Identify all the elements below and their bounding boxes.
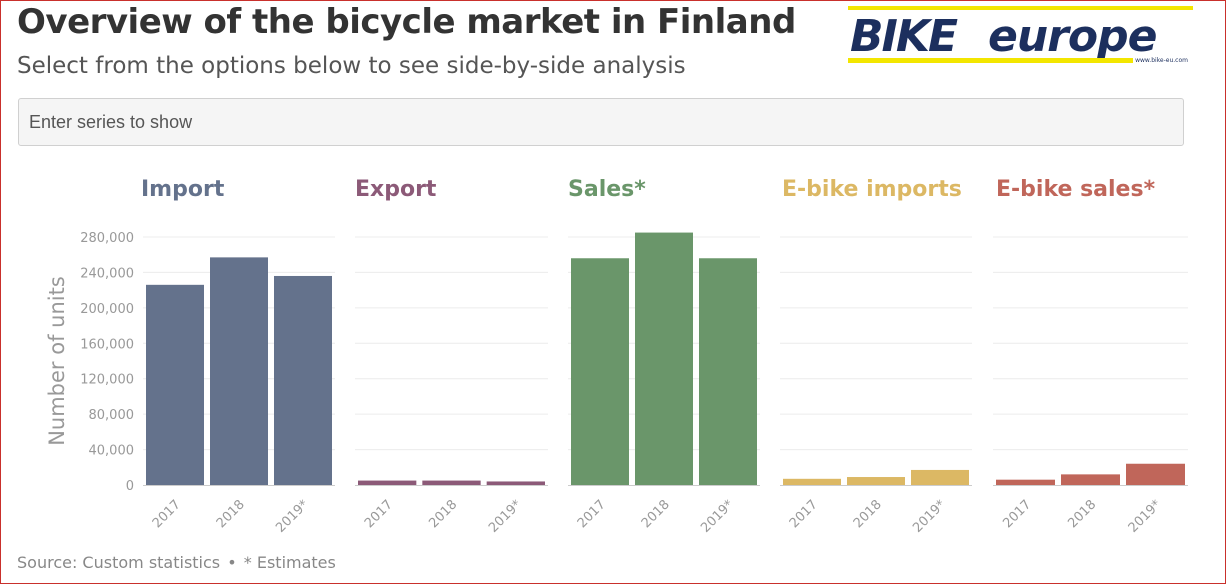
y-tick-label: 280,000 [80,231,134,246]
x-tick-label: 2017 [362,497,396,531]
bar [847,477,905,485]
logo-top-stripe [848,6,1193,10]
bar [358,480,417,485]
x-tick-label: 2018 [851,497,885,531]
x-tick-label: 2019* [273,497,312,536]
panel-title: Export [355,177,437,202]
logo-word-europe: europe [988,11,1157,62]
series-search-input[interactable] [18,98,1184,146]
y-tick-label: 240,000 [80,266,134,281]
y-tick-label: 200,000 [80,302,134,317]
panel-title: E-bike imports [782,177,962,202]
estimates-note: * Estimates [243,553,336,572]
x-tick-label: 2018 [214,497,248,531]
bar [1061,474,1120,485]
x-tick-label: 2018 [426,497,460,531]
panel-title: E-bike sales* [996,177,1156,202]
panel-title: Import [141,177,225,202]
page-subtitle: Select from the options below to see sid… [17,53,686,79]
bar [274,275,332,485]
x-tick-label: 2019* [486,497,525,536]
x-tick-label: 2017 [787,497,821,531]
bar [783,478,841,485]
bar [635,232,693,485]
bar [911,469,969,485]
x-tick-label: 2019* [1126,497,1165,536]
logo-bottom-stripe [848,58,1133,63]
x-tick-label: 2017 [575,497,609,531]
y-tick-label: 120,000 [80,373,134,388]
y-tick-label: 40,000 [89,444,135,459]
x-tick-label: 2019* [910,497,949,536]
y-axis-label: Number of units [45,276,69,446]
logo-word-bike: BIKE [850,11,958,62]
bar [699,258,757,485]
bar [210,257,268,485]
panel-title: Sales* [568,177,646,202]
y-tick-label: 80,000 [89,408,135,423]
y-tick-label: 0 [126,479,134,494]
bar [571,258,629,485]
x-tick-label: 2017 [150,497,184,531]
x-tick-label: 2019* [698,497,737,536]
bar [1126,463,1185,485]
x-tick-label: 2018 [1065,497,1099,531]
source-note: Source: Custom statistics • * Estimates [17,553,336,572]
bike-europe-logo: BIKE europe www.bike-eu.com [848,6,1193,64]
x-tick-label: 2017 [1000,497,1034,531]
logo-url: www.bike-eu.com [1135,57,1188,64]
source-text: Source: Custom statistics [17,553,221,572]
x-tick-label: 2018 [639,497,673,531]
y-tick-label: 160,000 [80,337,134,352]
page-title: Overview of the bicycle market in Finlan… [17,2,796,42]
source-separator: • [227,553,237,572]
bar [422,480,481,485]
small-multiples-chart: Number of units 0 40,000 80,000 120,000 160,0… [45,177,1188,536]
bar [146,284,204,485]
bar [996,479,1055,485]
bar [486,481,545,485]
